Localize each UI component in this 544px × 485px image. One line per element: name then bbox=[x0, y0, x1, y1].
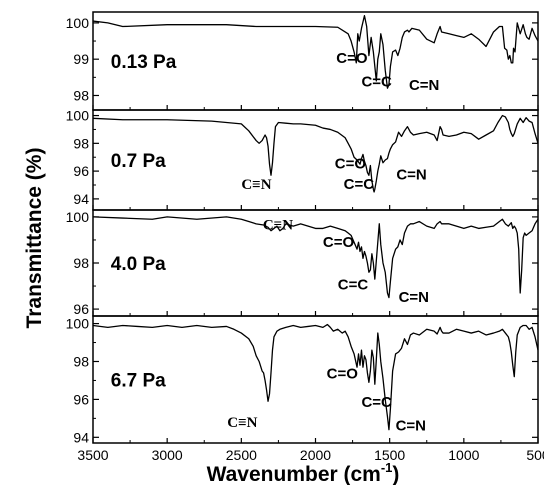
annotation-4-1: C≡N bbox=[227, 415, 257, 431]
panel-1: 98 99 100 0.13 Pa C=O C=C C=N bbox=[66, 11, 539, 111]
panel-label-3: 4.0 Pa bbox=[111, 254, 166, 275]
y-tick-label: 96 bbox=[73, 301, 89, 317]
y-tick-label: 98 bbox=[73, 135, 89, 151]
y-axis-label: Transmittance (%) bbox=[23, 148, 46, 329]
annotation-2-3: C=C bbox=[344, 176, 375, 193]
spectrum-line-3 bbox=[92, 216, 539, 299]
x-axis-label: Wavenumber (cm-1) bbox=[207, 460, 400, 485]
panel-label-1: 0.13 Pa bbox=[111, 52, 177, 73]
annotation-3-1: C≡N bbox=[263, 218, 293, 234]
x-axis-label-text: Wavenumber (cm bbox=[207, 463, 381, 485]
annotation-2-1: C≡N bbox=[241, 177, 271, 193]
x-axis: 3500 3000 2500 2000 1500 1000 500 bbox=[77, 447, 544, 463]
annotation-1-2: C=C bbox=[361, 73, 392, 90]
spectrum-line-4 bbox=[92, 323, 539, 431]
x-tick-label: 2000 bbox=[300, 447, 331, 463]
x-tick-label: 500 bbox=[526, 447, 544, 463]
y-tick-label: 98 bbox=[73, 353, 89, 369]
panel-2: 94 96 98 100 0.7 Pa C≡N C=O C=C C=N bbox=[66, 108, 539, 211]
panel-label-2: 0.7 Pa bbox=[111, 151, 166, 172]
x-axis-label-close: ) bbox=[392, 463, 399, 485]
x-axis-label-sup: -1 bbox=[381, 460, 393, 475]
y-tick-label: 96 bbox=[73, 163, 89, 179]
y-tick-label: 94 bbox=[73, 191, 89, 207]
y-tick-label: 99 bbox=[73, 51, 89, 67]
annotation-1-1: C=O bbox=[336, 50, 368, 67]
spectrum-line-1 bbox=[92, 14, 539, 89]
x-tick-label: 1500 bbox=[374, 447, 405, 463]
y-tick-label: 98 bbox=[73, 255, 89, 271]
annotation-1-3: C=N bbox=[409, 77, 439, 94]
panel-4: 94 96 98 100 6.7 Pa C≡N C=OC=CC=N bbox=[66, 315, 539, 445]
y-tick-label: 98 bbox=[73, 87, 89, 103]
annotation-2-2: C=O bbox=[335, 155, 367, 172]
annotation-3-4: C=N bbox=[399, 289, 429, 306]
x-tick-label: 3000 bbox=[152, 447, 183, 463]
annotation-4-2: C=O bbox=[327, 366, 359, 383]
y-tick-label: 94 bbox=[73, 429, 89, 445]
annotation-4-3: C=C bbox=[361, 394, 392, 411]
x-tick-label: 1000 bbox=[448, 447, 479, 463]
x-tick-label: 2500 bbox=[226, 447, 257, 463]
y-tick-label: 96 bbox=[73, 391, 89, 407]
annotation-3-3: C=C bbox=[338, 277, 369, 294]
x-tick-label: 3500 bbox=[77, 447, 108, 463]
annotation-4-4: C=N bbox=[396, 418, 426, 435]
panel-label-4: 6.7 Pa bbox=[111, 371, 166, 392]
y-tick-label: 100 bbox=[66, 209, 90, 225]
annotation-3-2: C=O bbox=[323, 234, 355, 251]
spectrum-line-2 bbox=[92, 114, 539, 193]
y-tick-label: 100 bbox=[66, 316, 90, 332]
panel-3: 96 98 100 4.0 Pa C≡N C=O C=C C=N bbox=[66, 209, 539, 317]
y-tick-label: 100 bbox=[66, 15, 90, 31]
annotation-2-4: C=N bbox=[396, 166, 426, 183]
y-tick-label: 100 bbox=[66, 108, 90, 124]
